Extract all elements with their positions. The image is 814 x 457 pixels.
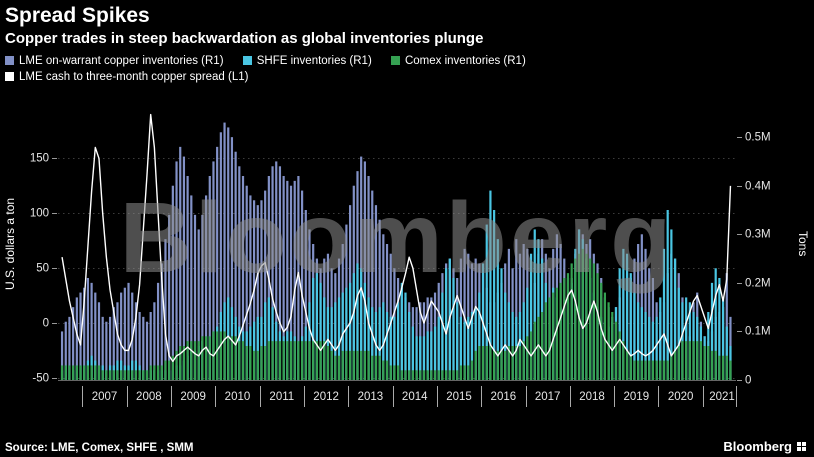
- legend-label: LME on-warrant copper inventories (R1): [19, 55, 224, 67]
- legend-item-copper-spread: LME cash to three-month copper spread (L…: [5, 69, 248, 85]
- source-text: Source: LME, Comex, SHFE , SMM: [5, 442, 194, 454]
- bloomberg-grid-icon: [797, 442, 806, 451]
- legend-item-shfe-inventories: SHFE inventories (R1): [242, 53, 372, 69]
- legend-label: LME cash to three-month copper spread (L…: [19, 71, 249, 83]
- legend-row-2: LME cash to three-month copper spread (L…: [5, 69, 814, 85]
- page-title: Spread Spikes: [5, 4, 150, 27]
- right-axis-title: Tons: [796, 231, 810, 257]
- left-axis-title: U.S. dollars a ton: [3, 197, 17, 291]
- legend-row-1: LME on-warrant copper inventories (R1) S…: [5, 53, 814, 69]
- footer: Source: LME, Comex, SHFE , SMM Bloomberg: [0, 437, 814, 455]
- shfe-inventories-swatch-icon: [242, 56, 252, 65]
- chart-area: Bloomberg U.S. dollars a ton Tons: [0, 95, 814, 440]
- bloomberg-wordmark: Bloomberg: [723, 439, 792, 454]
- comex-inventories-swatch-icon: [390, 56, 400, 65]
- copper-spread-swatch-icon: [5, 72, 14, 81]
- legend: LME on-warrant copper inventories (R1) S…: [0, 49, 814, 85]
- legend-item-comex-inventories: Comex inventories (R1): [390, 53, 526, 69]
- legend-label: Comex inventories (R1): [404, 55, 526, 67]
- legend-label: SHFE inventories (R1): [256, 55, 372, 67]
- chart-canvas: [0, 95, 814, 440]
- lme-inventories-swatch-icon: [5, 56, 14, 65]
- page-subtitle: Copper trades in steep backwardation as …: [5, 30, 484, 47]
- bloomberg-logo: Bloomberg: [723, 439, 806, 454]
- legend-item-lme-inventories: LME on-warrant copper inventories (R1): [5, 53, 224, 69]
